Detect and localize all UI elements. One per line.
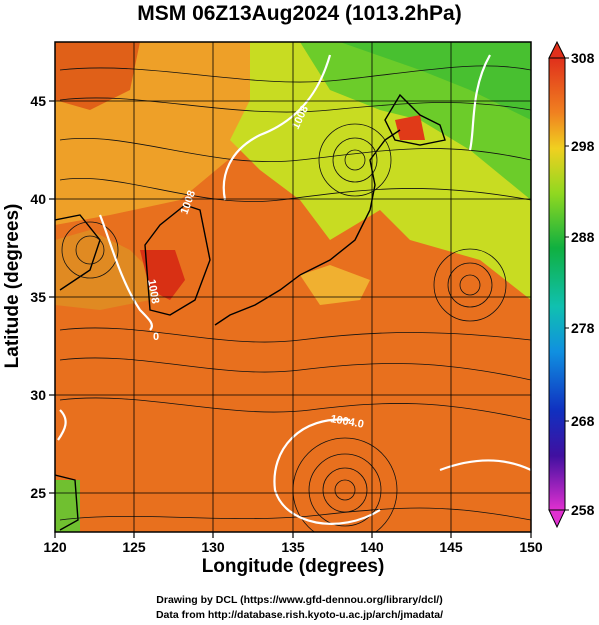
x-tick-label: 130 bbox=[201, 539, 225, 555]
x-tick-label: 150 bbox=[519, 539, 543, 555]
y-tick-label: 25 bbox=[30, 485, 46, 501]
y-axis-label: Latitude (degrees) bbox=[2, 203, 23, 369]
colorbar-bottom-arrow bbox=[548, 509, 566, 529]
contour-label: 0 bbox=[153, 331, 159, 343]
chart-title: MSM 06Z13Aug2024 (1013.2hPa) bbox=[137, 2, 462, 25]
y-tick-label: 35 bbox=[30, 289, 46, 305]
x-tick-label: 120 bbox=[43, 539, 67, 555]
wind-streamlines bbox=[59, 65, 531, 532]
pressure-contours bbox=[57, 54, 531, 525]
x-tick-label: 140 bbox=[360, 539, 384, 555]
contour-label: 1004.0 bbox=[329, 413, 364, 431]
contour-labels: 1008 1008 1008 1004.0 0 bbox=[145, 104, 365, 431]
coastlines bbox=[55, 93, 446, 531]
x-tick-label: 125 bbox=[122, 539, 146, 555]
colorbar-gradient bbox=[548, 57, 566, 511]
y-tick-label: 45 bbox=[30, 93, 46, 109]
colorbar-tick-label: 298 bbox=[571, 138, 595, 154]
x-tick-labels: 120 125 130 135 140 145 150 bbox=[43, 539, 543, 555]
colorbar-tick-label: 258 bbox=[571, 502, 595, 518]
x-axis-label: Longitude (degrees) bbox=[201, 556, 385, 577]
credit-data-source: Data from http://database.rish.kyoto-u.a… bbox=[155, 609, 444, 621]
colorbar-tick-label: 278 bbox=[571, 320, 595, 336]
colorbar-top-arrow bbox=[548, 40, 566, 59]
y-tick-labels: 25 30 35 40 45 bbox=[30, 93, 46, 501]
colorbar: 308 298 288 278 268 258 bbox=[548, 40, 595, 529]
axis-tick-marks bbox=[49, 100, 532, 538]
y-tick-label: 40 bbox=[30, 191, 46, 207]
x-tick-label: 135 bbox=[281, 539, 305, 555]
contour-label: 1008 bbox=[145, 278, 161, 304]
credit-drawing: Drawing by DCL (https://www.gfd-dennou.o… bbox=[156, 594, 443, 606]
colorbar-tick-label: 288 bbox=[571, 229, 595, 245]
colorbar-tick-label: 268 bbox=[571, 413, 595, 429]
graticule bbox=[55, 42, 531, 532]
x-tick-label: 145 bbox=[439, 539, 463, 555]
y-tick-label: 30 bbox=[30, 387, 46, 403]
colorbar-tick-label: 308 bbox=[571, 50, 595, 66]
